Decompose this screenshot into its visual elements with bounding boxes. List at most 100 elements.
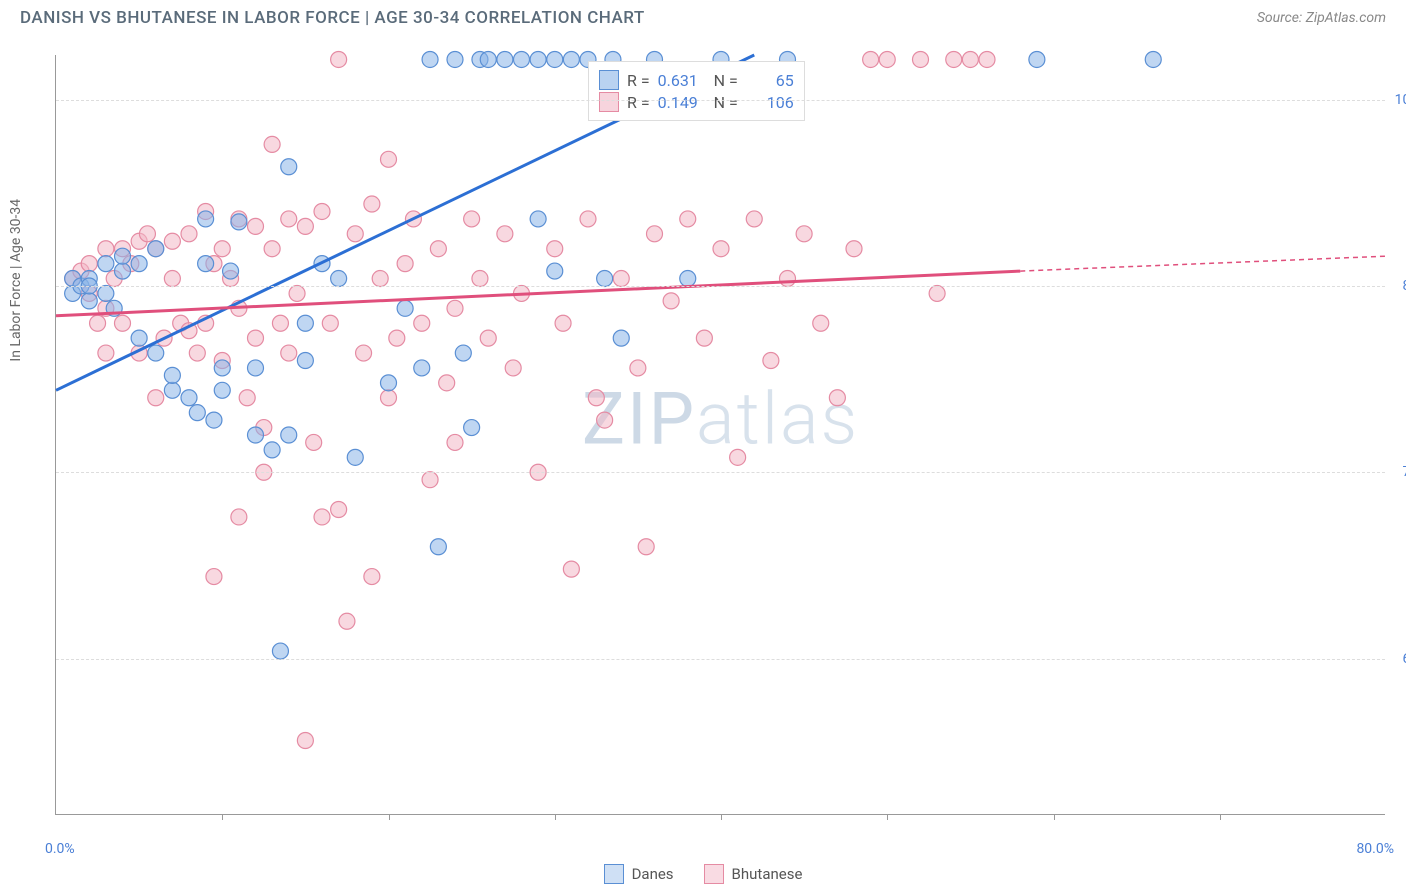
scatter-point — [447, 434, 463, 450]
scatter-point — [214, 360, 230, 376]
scatter-point — [164, 367, 180, 383]
y-tick-label: 62.5% — [1390, 651, 1406, 667]
gridline — [56, 100, 1385, 101]
legend-swatch — [704, 864, 724, 884]
scatter-point — [422, 472, 438, 488]
scatter-point — [389, 330, 405, 346]
scatter-point — [264, 136, 280, 152]
scatter-point — [115, 315, 131, 331]
scatter-point — [829, 390, 845, 406]
scatter-point — [331, 502, 347, 518]
scatter-point — [879, 51, 895, 67]
scatter-point — [306, 434, 322, 450]
x-tick — [555, 814, 556, 820]
legend-label: Bhutanese — [732, 865, 803, 883]
stat-n-label: N = — [714, 71, 738, 90]
scatter-point — [447, 300, 463, 316]
scatter-point — [588, 390, 604, 406]
scatter-point — [381, 375, 397, 391]
scatter-point — [248, 360, 264, 376]
scatter-point — [422, 51, 438, 67]
scatter-point — [696, 330, 712, 346]
scatter-point — [455, 345, 471, 361]
scatter-point — [946, 51, 962, 67]
regression-extrapolation — [1020, 256, 1386, 271]
scatter-point — [81, 293, 97, 309]
x-tick — [1054, 814, 1055, 820]
scatter-point — [962, 51, 978, 67]
scatter-point — [530, 51, 546, 67]
legend-item: Bhutanese — [704, 864, 803, 884]
legend-bottom: Danes Bhutanese — [0, 864, 1406, 884]
scatter-point — [223, 263, 239, 279]
x-axis-min-label: 0.0% — [45, 841, 75, 857]
scatter-point — [148, 345, 164, 361]
stats-row: R =0.631N =65 — [599, 70, 794, 90]
scatter-point — [239, 390, 255, 406]
scatter-point — [314, 509, 330, 525]
scatter-point — [347, 449, 363, 465]
stat-r-value: 0.149 — [658, 93, 706, 112]
scatter-point — [630, 360, 646, 376]
scatter-point — [1145, 51, 1161, 67]
scatter-point — [281, 427, 297, 443]
scatter-point — [414, 315, 430, 331]
scatter-point — [763, 352, 779, 368]
scatter-point — [913, 51, 929, 67]
scatter-point — [314, 203, 330, 219]
scatter-point — [929, 285, 945, 301]
scatter-point — [297, 218, 313, 234]
legend-label: Danes — [632, 865, 674, 883]
scatter-point — [131, 256, 147, 272]
scatter-point — [796, 226, 812, 242]
scatter-point — [322, 315, 338, 331]
scatter-point — [813, 315, 829, 331]
scatter-point — [272, 315, 288, 331]
scatter-point — [248, 330, 264, 346]
scatter-point — [206, 412, 222, 428]
scatter-point — [597, 412, 613, 428]
scatter-point — [663, 293, 679, 309]
scatter-point — [497, 51, 513, 67]
scatter-point — [198, 211, 214, 227]
scatter-point — [381, 390, 397, 406]
scatter-point — [81, 256, 97, 272]
scatter-point — [480, 330, 496, 346]
scatter-point — [497, 226, 513, 242]
scatter-point — [472, 271, 488, 287]
scatter-point — [331, 271, 347, 287]
scatter-point — [397, 256, 413, 272]
stat-r-value: 0.631 — [658, 71, 706, 90]
scatter-point — [547, 51, 563, 67]
scatter-point — [297, 315, 313, 331]
scatter-point — [181, 226, 197, 242]
scatter-point — [364, 196, 380, 212]
scatter-point — [613, 330, 629, 346]
scatter-point — [372, 271, 388, 287]
scatter-point — [863, 51, 879, 67]
scatter-point — [364, 569, 380, 585]
scatter-point — [505, 360, 521, 376]
regression-line — [56, 271, 1020, 316]
scatter-point — [289, 285, 305, 301]
scatter-point — [206, 569, 222, 585]
scatter-point — [638, 539, 654, 555]
legend-item: Danes — [604, 864, 674, 884]
scatter-point — [580, 211, 596, 227]
scatter-point — [264, 442, 280, 458]
y-tick-label: 75.0% — [1390, 464, 1406, 480]
scatter-point — [746, 211, 762, 227]
scatter-point — [563, 561, 579, 577]
source-attribution: Source: ZipAtlas.com — [1257, 10, 1386, 26]
scatter-point — [480, 51, 496, 67]
y-axis-label: In Labor Force | Age 30-34 — [8, 198, 24, 361]
stat-n-label: N = — [714, 93, 738, 112]
scatter-point — [613, 271, 629, 287]
scatter-point — [297, 352, 313, 368]
scatter-point — [846, 241, 862, 257]
stat-n-value: 106 — [746, 93, 794, 112]
scatter-point — [231, 509, 247, 525]
chart-title: DANISH VS BHUTANESE IN LABOR FORCE | AGE… — [20, 8, 645, 28]
scatter-point — [214, 382, 230, 398]
scatter-point — [680, 271, 696, 287]
